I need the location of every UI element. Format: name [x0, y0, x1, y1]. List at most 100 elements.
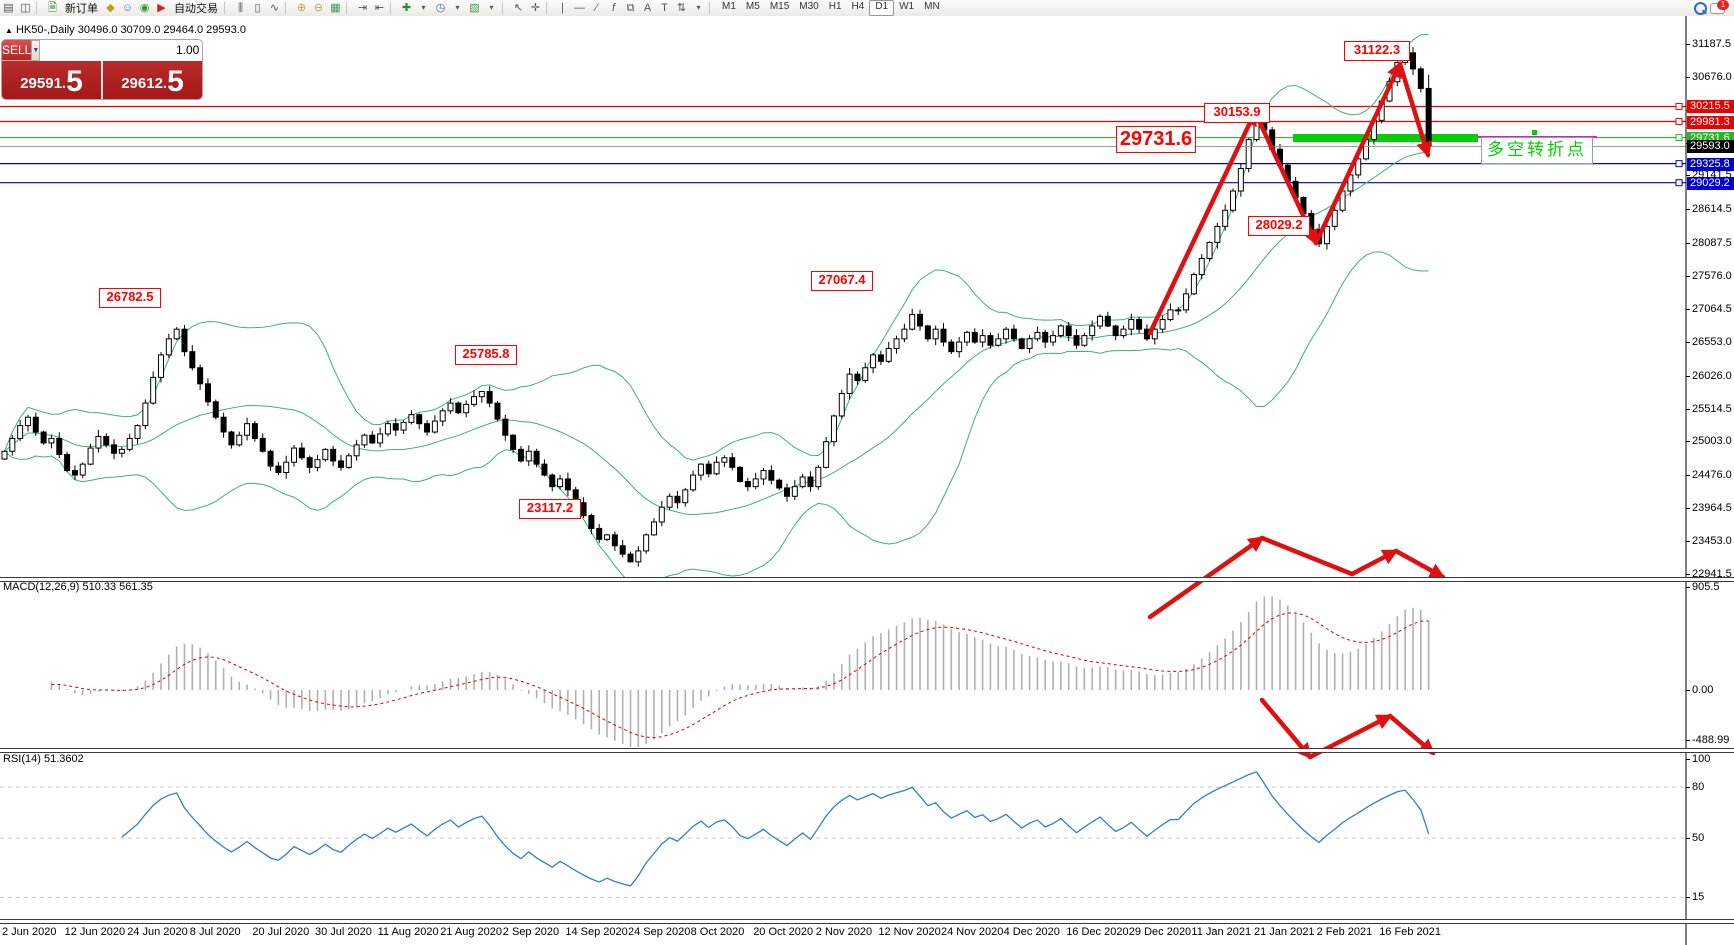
- axis-tick: [1686, 276, 1690, 277]
- timeframe-bar: M1 M5 M15 M30 H1 H4 D1 W1 MN: [717, 0, 945, 16]
- price-annotation-27067.4[interactable]: 27067.4: [811, 271, 873, 291]
- timeframe-m30[interactable]: M30: [799, 1, 819, 12]
- candle-chart-type-icon[interactable]: ▯: [254, 2, 261, 14]
- timeframe-h1[interactable]: H1: [828, 1, 842, 12]
- price-axis-label: 28087.5: [1692, 237, 1732, 249]
- vertical-line-tool-icon[interactable]: |: [561, 2, 564, 14]
- date-label: 21 Aug 2020: [440, 926, 502, 938]
- price-annotation-28029.2[interactable]: 28029.2: [1248, 216, 1310, 236]
- timeframe-m5[interactable]: M5: [745, 1, 760, 12]
- sell-price[interactable]: 29591. 5: [20, 65, 83, 98]
- axis-tick: [1686, 759, 1690, 760]
- price-annotation-31122.3[interactable]: 31122.3: [1344, 41, 1410, 61]
- pane-separator-rsi[interactable]: [0, 748, 1734, 753]
- arrows-dropdown-icon[interactable]: ▾: [696, 3, 701, 12]
- price-divider: [101, 61, 103, 99]
- axis-tick: [1686, 409, 1690, 410]
- indicators-icon[interactable]: ✚: [401, 2, 412, 14]
- timeframe-mn[interactable]: MN: [924, 1, 940, 12]
- timeframe-h4[interactable]: H4: [851, 1, 865, 12]
- date-label: 2 Sep 2020: [502, 926, 560, 938]
- price-tag-30215.5: 30215.5: [1687, 99, 1734, 113]
- horizontal-line-tool-icon[interactable]: —: [574, 2, 585, 14]
- market-watch-icon[interactable]: ▤: [3, 2, 14, 14]
- data-window-icon[interactable]: ◫: [20, 2, 31, 14]
- price-annotation-29731.6[interactable]: 29731.6: [1116, 126, 1196, 153]
- price-annotation-26782.5[interactable]: 26782.5: [99, 288, 161, 308]
- zoom-in-icon[interactable]: ⊕: [296, 2, 307, 14]
- new-order-button[interactable]: 新订单: [65, 3, 98, 15]
- autotrade-icon[interactable]: ▶: [157, 2, 166, 14]
- date-label: 11 Jan 2021: [1191, 926, 1252, 938]
- auto-trading-button[interactable]: 自动交易: [174, 3, 218, 15]
- price-axis-label: 31187.5: [1692, 38, 1731, 50]
- axis-tick: [1686, 243, 1690, 244]
- timeframe-d1[interactable]: D1: [869, 0, 895, 16]
- chart-cleanup-icon[interactable]: ◆: [106, 2, 115, 14]
- signals-icon[interactable]: ◉: [139, 2, 150, 14]
- price-tag-29029.2: 29029.2: [1687, 176, 1734, 190]
- notifications-icon[interactable]: 1: [1709, 0, 1729, 15]
- fibonacci-tool-icon[interactable]: f: [611, 2, 616, 14]
- buy-price[interactable]: 29612. 5: [121, 65, 184, 98]
- templates-icon[interactable]: ▧: [469, 2, 480, 14]
- new-order-icon[interactable]: 🗎: [48, 2, 57, 14]
- text-label-tool-icon[interactable]: T: [661, 2, 668, 14]
- toolbar-separator: [224, 2, 230, 14]
- date-label: 2 Feb 2021: [1316, 926, 1373, 938]
- date-label: 30 Jul 2020: [315, 926, 372, 938]
- periods-dropdown-icon[interactable]: ▾: [455, 3, 460, 12]
- price-axis-label: 25514.5: [1692, 403, 1732, 415]
- price-annotation-30153.9[interactable]: 30153.9: [1204, 103, 1270, 123]
- indicators-dropdown-icon[interactable]: ▾: [421, 3, 426, 12]
- axis-tick: [1686, 77, 1690, 78]
- toolbar-separator: [346, 2, 352, 14]
- toolbar-separator: [502, 2, 508, 14]
- date-label: 24 Nov 2020: [941, 926, 1004, 938]
- chart-shift-icon[interactable]: ⇤: [374, 2, 385, 14]
- price-axis-label: 27576.0: [1692, 270, 1732, 282]
- search-icon[interactable]: [1692, 1, 1709, 15]
- turning-point-label[interactable]: 多空转折点: [1481, 137, 1593, 164]
- price-annotation-23117.2[interactable]: 23117.2: [519, 499, 581, 519]
- tile-windows-icon[interactable]: ▦: [330, 2, 341, 14]
- date-label: 2 Nov 2020: [815, 926, 873, 938]
- chart-window[interactable]: ▲ HK50-,Daily 30496.0 30709.0 29464.0 29…: [0, 16, 1734, 945]
- date-label: 8 Oct 2020: [690, 926, 745, 938]
- bar-chart-type-icon[interactable]: ⫼: [237, 2, 244, 14]
- zoom-out-icon[interactable]: ⊖: [313, 2, 324, 14]
- volume-input[interactable]: [40, 40, 202, 61]
- price-annotation-25785.8[interactable]: 25785.8: [455, 345, 517, 365]
- toolbar-separator: [546, 2, 552, 14]
- axis-tick: [1686, 838, 1690, 839]
- price-axis-label: 24476.0: [1692, 469, 1732, 481]
- price-axis-label: 27064.5: [1692, 303, 1732, 315]
- templates-dropdown-icon[interactable]: ▾: [489, 3, 494, 12]
- cursor-tool-icon[interactable]: ↖: [513, 2, 524, 14]
- channel-tool-icon[interactable]: ⧉: [626, 2, 635, 14]
- pane-separator-macd[interactable]: [0, 577, 1734, 582]
- periods-clock-icon[interactable]: ◷: [435, 2, 446, 14]
- auto-scroll-icon[interactable]: ⇥: [357, 2, 368, 14]
- axis-tick: [1686, 376, 1690, 377]
- date-label: 12 Nov 2020: [878, 926, 941, 938]
- crosshair-tool-icon[interactable]: ✛: [530, 2, 541, 14]
- rsi-pane-title: RSI(14) 51.3602: [3, 753, 84, 765]
- arrows-tool-icon[interactable]: ⇅: [676, 2, 687, 14]
- collapse-marker-icon[interactable]: ▲: [5, 26, 13, 35]
- trendline-tool-icon[interactable]: ∕: [595, 2, 598, 14]
- timeframe-w1[interactable]: W1: [899, 1, 915, 12]
- sell-button[interactable]: SELL: [2, 40, 32, 61]
- timeframe-m1[interactable]: M1: [722, 1, 736, 12]
- date-label: 2 Jun 2020: [2, 926, 57, 938]
- expert-advisor-icon[interactable]: ☺: [121, 2, 134, 14]
- date-label: 24 Jun 2020: [127, 926, 188, 938]
- date-label: 29 Dec 2020: [1128, 926, 1192, 938]
- price-tag-29325.8: 29325.8: [1687, 157, 1734, 171]
- volume-decrease-button[interactable]: ▼: [31, 40, 41, 61]
- line-chart-type-icon[interactable]: ∿: [269, 2, 280, 14]
- timeframe-m15[interactable]: M15: [769, 1, 790, 12]
- text-tool-icon[interactable]: A: [643, 2, 652, 14]
- toolbar-separator: [285, 2, 291, 14]
